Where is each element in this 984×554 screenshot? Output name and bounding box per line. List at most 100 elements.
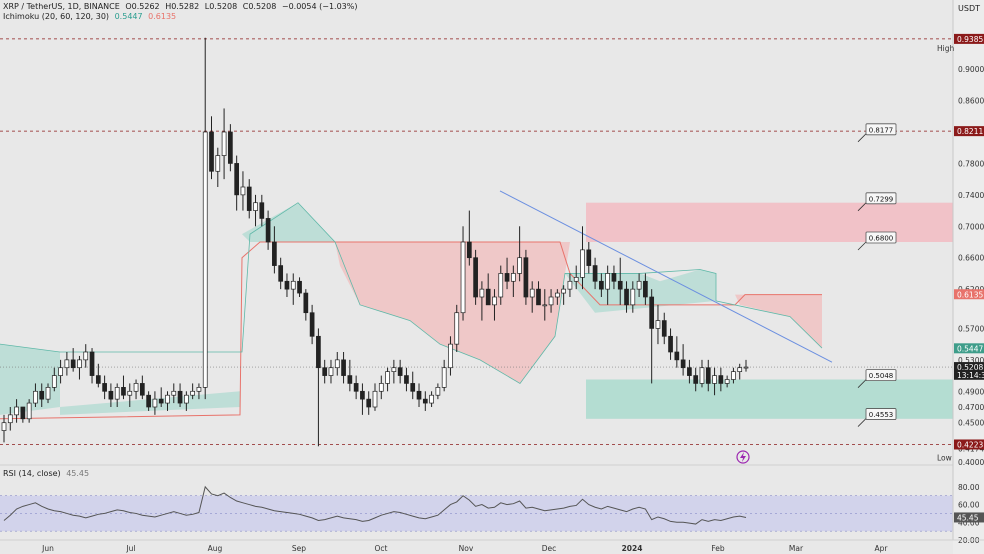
- price-tick: 0.8600: [958, 97, 984, 106]
- rsi-line: [3, 485, 747, 525]
- candle: [51, 375, 57, 388]
- candle: [133, 383, 139, 392]
- candle: [190, 390, 195, 396]
- candle: [259, 202, 265, 219]
- kijun-line: [0, 241, 822, 420]
- time-tick: Aug: [208, 544, 223, 553]
- candle: [529, 288, 535, 298]
- lightning-bolt: [740, 452, 746, 462]
- candle: [536, 288, 541, 306]
- candle: [510, 273, 516, 282]
- candle: [297, 280, 302, 294]
- candle: [422, 398, 428, 404]
- candle: [655, 320, 661, 329]
- candle: [485, 288, 491, 306]
- candle: [114, 387, 120, 400]
- price-tick: 0.9000: [958, 65, 984, 74]
- price-tag: [954, 343, 984, 354]
- candle: [234, 163, 240, 196]
- price-tick: 0.6600: [958, 254, 984, 263]
- candle: [705, 367, 711, 384]
- callout-label: 0.4553: [869, 411, 894, 419]
- candle: [624, 288, 629, 306]
- senkou-line: [0, 202, 823, 384]
- candle: [599, 280, 604, 290]
- high-label: High: [937, 44, 954, 53]
- price-tag: [954, 289, 984, 300]
- callout-box: [865, 123, 897, 136]
- candle: [661, 320, 667, 337]
- candle: [303, 292, 309, 314]
- ohlc-low: L0.5208: [204, 2, 238, 11]
- cloud-segment: [242, 202, 335, 242]
- candle: [586, 249, 592, 266]
- callout-label: 0.8177: [869, 126, 894, 134]
- candle: [165, 394, 170, 404]
- candle: [215, 155, 221, 172]
- candle: [391, 367, 397, 372]
- candle: [567, 280, 573, 290]
- candle: [410, 383, 416, 392]
- trendline-layer[interactable]: [499, 190, 833, 363]
- time-axis[interactable]: Jun Jul Aug Sep Oct Nov Dec 2024 Feb Mar Apr: [0, 539, 984, 553]
- callout-label: 0.6800: [869, 235, 894, 243]
- candle: [309, 312, 315, 337]
- time-tick: Sep: [292, 544, 306, 553]
- time-tick: Apr: [875, 544, 889, 553]
- price-tag: [954, 33, 984, 44]
- cloud-segment: [565, 269, 716, 313]
- candle: [372, 390, 378, 408]
- candle: [39, 390, 45, 400]
- candle: [20, 406, 26, 420]
- candle: [561, 288, 566, 294]
- axis-background: [953, 0, 984, 554]
- time-tick: Oct: [375, 544, 388, 553]
- rsi-title[interactable]: RSI (14, close): [3, 469, 61, 478]
- price-tag-label: 13:14:32: [957, 371, 984, 380]
- candle: [353, 383, 359, 392]
- candle: [429, 394, 434, 404]
- candle: [680, 359, 686, 369]
- price-axis[interactable]: 0.93800.90000.86000.82000.78000.74000.70…: [937, 0, 984, 554]
- signal-icon[interactable]: [736, 450, 750, 464]
- symbol-title[interactable]: XRP / TetherUS, 1D, BINANCE: [3, 2, 120, 11]
- candle: [77, 359, 82, 369]
- candle: [712, 375, 717, 384]
- candle: [643, 280, 648, 298]
- candle: [177, 390, 183, 404]
- candle: [33, 390, 38, 404]
- price-tick: 0.5300: [958, 356, 984, 365]
- candle: [158, 398, 164, 404]
- price-callouts[interactable]: 0.8177 0.7299 0.6800 0.5048 0.4553: [857, 123, 897, 427]
- green-zone: [586, 379, 953, 419]
- rsi-tick: 40.00: [958, 518, 980, 527]
- candle: [139, 383, 145, 396]
- candle: [498, 273, 504, 298]
- indicator-title[interactable]: Ichimoku (20, 60, 120, 30): [3, 12, 110, 21]
- currency-label[interactable]: USDT: [958, 4, 980, 13]
- cloud-segment: [735, 294, 822, 349]
- callout-box: [865, 369, 897, 382]
- callout-box: [865, 408, 897, 420]
- rsi-value-tag-label: 45.45: [957, 513, 979, 522]
- candle: [466, 241, 472, 259]
- candle: [479, 288, 485, 298]
- candle: [743, 366, 749, 369]
- candle: [542, 304, 548, 307]
- candle: [221, 131, 227, 156]
- candle: [580, 249, 585, 278]
- price-tag: [954, 126, 984, 137]
- candle: [272, 241, 277, 266]
- candle: [202, 131, 208, 388]
- ohlc-close: C0.5208: [242, 2, 277, 11]
- price-tag-label: 0.4223: [957, 440, 983, 449]
- candle: [573, 277, 579, 282]
- candle: [611, 273, 617, 282]
- candle: [240, 186, 246, 196]
- candle: [668, 335, 673, 353]
- time-tick: Feb: [711, 544, 725, 553]
- price-tag-label: 0.8211: [957, 127, 983, 136]
- candle: [397, 367, 403, 376]
- price-tick: 0.4900: [958, 387, 984, 396]
